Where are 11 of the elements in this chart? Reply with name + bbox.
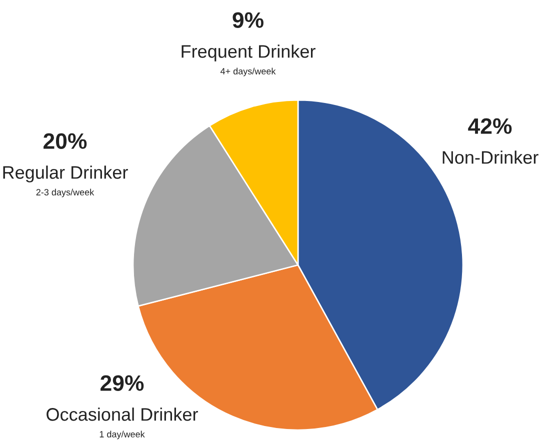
text: 1 day/week xyxy=(100,430,145,440)
data-label: 20% xyxy=(44,133,87,149)
slice-label: Non-Drinker xyxy=(442,150,538,164)
data-label: 42% xyxy=(468,118,512,134)
data-label: 29% xyxy=(100,375,144,391)
data-label: 9% xyxy=(232,12,264,28)
text: 4+ days/week xyxy=(220,68,276,76)
slice-label: Frequent Drinker xyxy=(182,44,316,62)
slice-label: Regular Drinker xyxy=(3,166,128,182)
text: 2-3 days/week xyxy=(36,188,94,198)
slice-label: Occasional Drinker xyxy=(46,408,198,421)
